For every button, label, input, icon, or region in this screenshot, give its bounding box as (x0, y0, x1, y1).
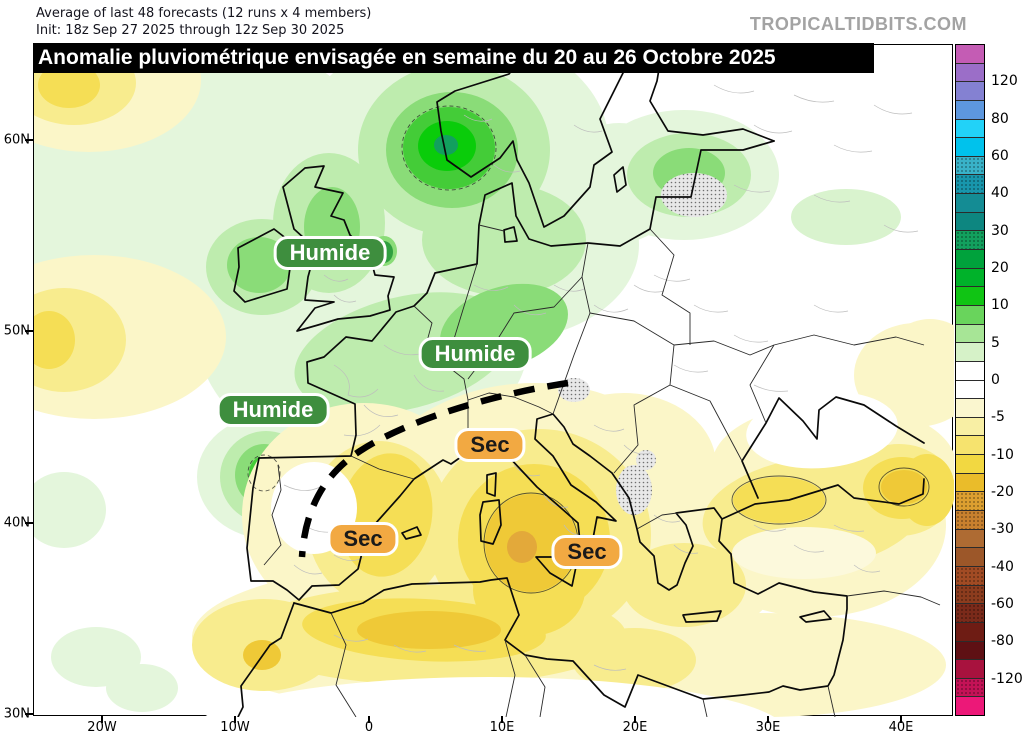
colorbar-tick-label: 0 (991, 372, 1000, 388)
stipple-admin-patches (558, 173, 727, 515)
colorbar-block (956, 510, 984, 529)
colorbar-block (956, 267, 984, 287)
lon-tick-mark (767, 716, 769, 723)
colorbar-tick-label: 60 (991, 148, 1009, 164)
colorbar-tick-label: 5 (991, 334, 1000, 351)
colorbar-tick-label: -10 (991, 446, 1014, 463)
colorbar-tick-label: 30 (991, 222, 1009, 239)
colorbar-block (956, 360, 984, 380)
sec-label: Sec (551, 535, 623, 569)
colorbar-block (956, 379, 984, 399)
colorbar-block (956, 677, 984, 697)
lon-tick-label: 10E (489, 720, 515, 735)
colorbar-block (956, 416, 984, 436)
colorbar-block (956, 99, 984, 119)
lon-tick-mark (900, 716, 902, 723)
lon-tick-label: 30E (755, 720, 781, 735)
dry-wet-boundary-line (298, 379, 569, 558)
colorbar-tick-label: -20 (991, 484, 1014, 500)
lon-tick-label: 20E (622, 720, 648, 735)
lon-tick-label: 0 (364, 720, 374, 735)
colorbar-block (956, 45, 984, 63)
colorbar-block (956, 174, 984, 194)
colorbar-block (956, 547, 984, 566)
humide-label: Humide (216, 393, 330, 427)
colorbar-block (956, 137, 984, 156)
colorbar-block (956, 342, 984, 361)
colorbar-block (956, 491, 984, 511)
colorbar-block (956, 659, 984, 678)
colorbar-block (956, 584, 984, 604)
colorbar-block (956, 565, 984, 585)
colorbar-block (956, 435, 984, 455)
map-canvas (33, 44, 954, 717)
colorbar-block (956, 155, 984, 175)
colorbar-tick-label: 20 (991, 260, 1009, 276)
colorbar-block (956, 193, 984, 212)
colorbar-block (956, 528, 984, 548)
lon-tick-mark (368, 716, 370, 723)
colorbar-block (956, 304, 984, 324)
colorbar-block (956, 398, 984, 417)
colorbar-tick-label: -5 (991, 409, 1005, 426)
lon-tick-mark (101, 716, 103, 723)
humide-label: Humide (418, 337, 532, 371)
lat-tick-label: 30N (3, 706, 30, 722)
colorbar-tick-label: 40 (991, 185, 1009, 202)
lon-tick-mark (234, 716, 236, 723)
admin-boundaries (283, 84, 919, 671)
init-time-note: Init: 18z Sep 27 2025 through 12z Sep 30… (36, 23, 345, 38)
lon-tick-mark (501, 716, 503, 723)
colorbar-block (956, 211, 984, 231)
colorbar-tick-label: -30 (991, 521, 1014, 538)
colorbar-block (956, 640, 984, 660)
colorbar-block (956, 249, 984, 268)
sec-label: Sec (327, 522, 399, 556)
colorbar-tick-label: -120 (991, 670, 1023, 687)
lon-tick-label: 20W (87, 720, 117, 735)
lon-tick-label: 10W (220, 720, 250, 735)
site-watermark: TROPICALTIDBITS.COM (749, 14, 967, 34)
colorbar (955, 44, 985, 716)
colorbar-block (956, 286, 984, 305)
lat-tick-label: 60N (3, 132, 30, 148)
colorbar-tick-label: -80 (991, 633, 1014, 650)
lat-tick-label: 50N (3, 323, 30, 339)
lat-tick-mark (25, 713, 33, 715)
colorbar-tick-label: -60 (991, 596, 1014, 612)
lon-tick-mark (634, 716, 636, 723)
lon-tick-label: 40E (888, 720, 914, 735)
lat-tick-mark (25, 522, 33, 524)
colorbar-tick-label: 10 (991, 297, 1009, 314)
colorbar-block (956, 696, 984, 716)
colorbar-tick-label: -40 (991, 558, 1014, 575)
neutral-areas (203, 391, 898, 717)
humide-label: Humide (273, 236, 387, 270)
map-title: Anomalie pluviométrique envisagée en sem… (33, 43, 874, 73)
colorbar-block (956, 454, 984, 473)
colorbar-block (956, 118, 984, 138)
colorbar-block (956, 621, 984, 641)
europe-map-art (34, 45, 954, 717)
colorbar-tick-label: 80 (991, 110, 1009, 127)
lat-tick-label: 40N (3, 515, 30, 531)
colorbar-tick-label: 120 (991, 73, 1018, 90)
sec-label: Sec (454, 428, 526, 462)
lat-tick-mark (25, 330, 33, 332)
colorbar-block (956, 81, 984, 100)
colorbar-block (956, 472, 984, 492)
colorbar-block (956, 62, 984, 82)
colorbar-block (956, 603, 984, 622)
colorbar-block (956, 230, 984, 250)
lat-tick-mark (25, 139, 33, 141)
forecast-averaging-note: Average of last 48 forecasts (12 runs x … (36, 6, 372, 21)
colorbar-block (956, 323, 984, 343)
